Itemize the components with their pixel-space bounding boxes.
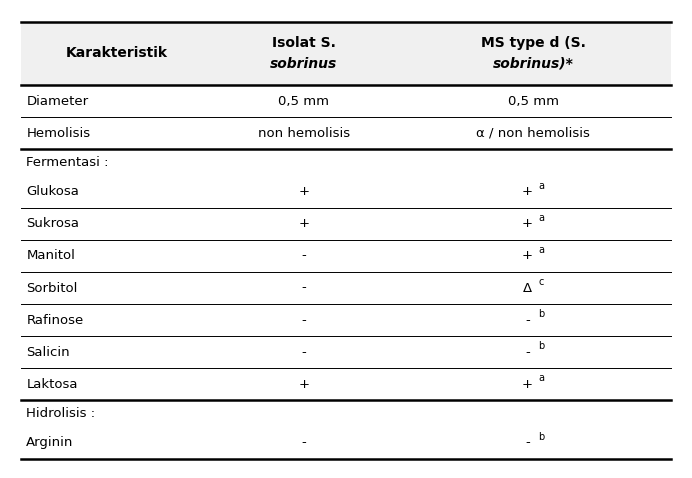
Text: b: b: [538, 309, 545, 319]
Text: +: +: [298, 185, 309, 198]
Text: Fermentasi :: Fermentasi :: [26, 156, 109, 169]
Text: -: -: [301, 282, 306, 294]
Bar: [21, 208, 671, 240]
Text: -: -: [301, 436, 306, 449]
Text: -: -: [525, 346, 530, 358]
Bar: [21, 400, 671, 427]
Text: +: +: [522, 250, 533, 262]
Text: Hemolisis: Hemolisis: [26, 127, 91, 140]
Text: sobrinus: sobrinus: [270, 57, 337, 71]
Bar: [21, 149, 671, 176]
Text: Isolat S.: Isolat S.: [272, 36, 336, 50]
Text: -: -: [301, 250, 306, 262]
Text: b: b: [538, 341, 545, 351]
Bar: [21, 117, 671, 149]
Text: Sorbitol: Sorbitol: [26, 282, 78, 294]
Text: +: +: [522, 378, 533, 391]
Text: a: a: [538, 245, 545, 255]
Text: a: a: [538, 213, 545, 223]
Text: Salicin: Salicin: [26, 346, 70, 358]
Text: Manitol: Manitol: [26, 250, 75, 262]
Text: b: b: [538, 432, 545, 442]
Text: -: -: [301, 314, 306, 326]
Text: Karakteristik: Karakteristik: [66, 46, 167, 60]
Bar: [21, 240, 671, 272]
Text: Δ: Δ: [523, 282, 532, 294]
Text: a: a: [538, 373, 545, 383]
Text: c: c: [538, 277, 544, 287]
Text: α / non hemolisis: α / non hemolisis: [476, 127, 590, 140]
Bar: [21, 272, 671, 304]
Bar: [21, 304, 671, 336]
Text: Hidrolisis :: Hidrolisis :: [26, 407, 95, 420]
Bar: [21, 22, 671, 85]
Text: Glukosa: Glukosa: [26, 185, 79, 198]
Text: non hemolisis: non hemolisis: [257, 127, 349, 140]
Bar: [21, 368, 671, 400]
Text: +: +: [522, 185, 533, 198]
Text: Arginin: Arginin: [26, 436, 73, 449]
Text: -: -: [525, 436, 530, 449]
Text: +: +: [298, 217, 309, 230]
Text: -: -: [301, 346, 306, 358]
Text: sobrinus)*: sobrinus)*: [493, 57, 574, 71]
Text: 0,5 mm: 0,5 mm: [507, 95, 558, 108]
Text: MS type d (S.: MS type d (S.: [480, 36, 585, 50]
Bar: [21, 176, 671, 208]
Text: Laktosa: Laktosa: [26, 378, 78, 391]
Bar: [21, 427, 671, 459]
Bar: [21, 85, 671, 117]
Text: +: +: [522, 217, 533, 230]
Text: Diameter: Diameter: [26, 95, 89, 108]
Text: 0,5 mm: 0,5 mm: [278, 95, 329, 108]
Text: a: a: [538, 181, 545, 191]
Bar: [21, 336, 671, 368]
Text: Sukrosa: Sukrosa: [26, 217, 80, 230]
Text: -: -: [525, 314, 530, 326]
Text: +: +: [298, 378, 309, 391]
Text: Rafinose: Rafinose: [26, 314, 84, 326]
